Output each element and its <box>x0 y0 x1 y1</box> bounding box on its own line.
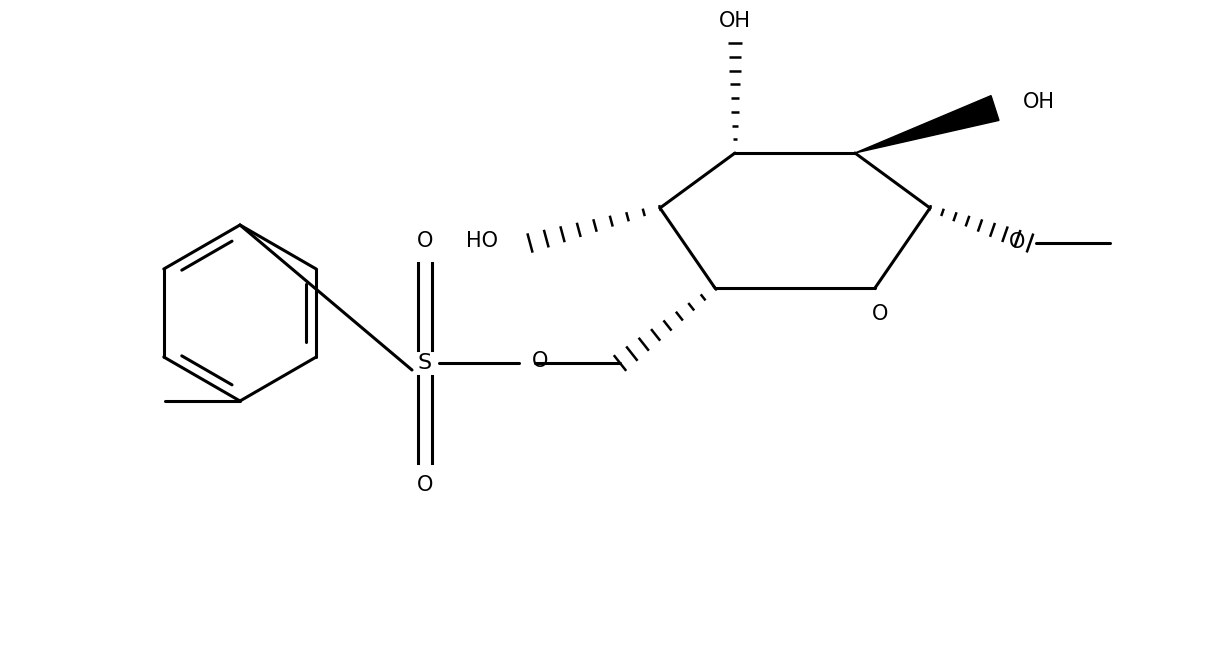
Text: O: O <box>416 231 433 251</box>
Text: O: O <box>532 351 548 371</box>
Text: O: O <box>872 304 888 324</box>
Text: OH: OH <box>1022 92 1055 112</box>
Text: S: S <box>417 353 432 373</box>
Text: HO: HO <box>466 231 499 251</box>
Text: OH: OH <box>719 11 751 31</box>
Text: O: O <box>416 475 433 495</box>
Text: O: O <box>1009 232 1025 252</box>
Polygon shape <box>855 95 999 153</box>
